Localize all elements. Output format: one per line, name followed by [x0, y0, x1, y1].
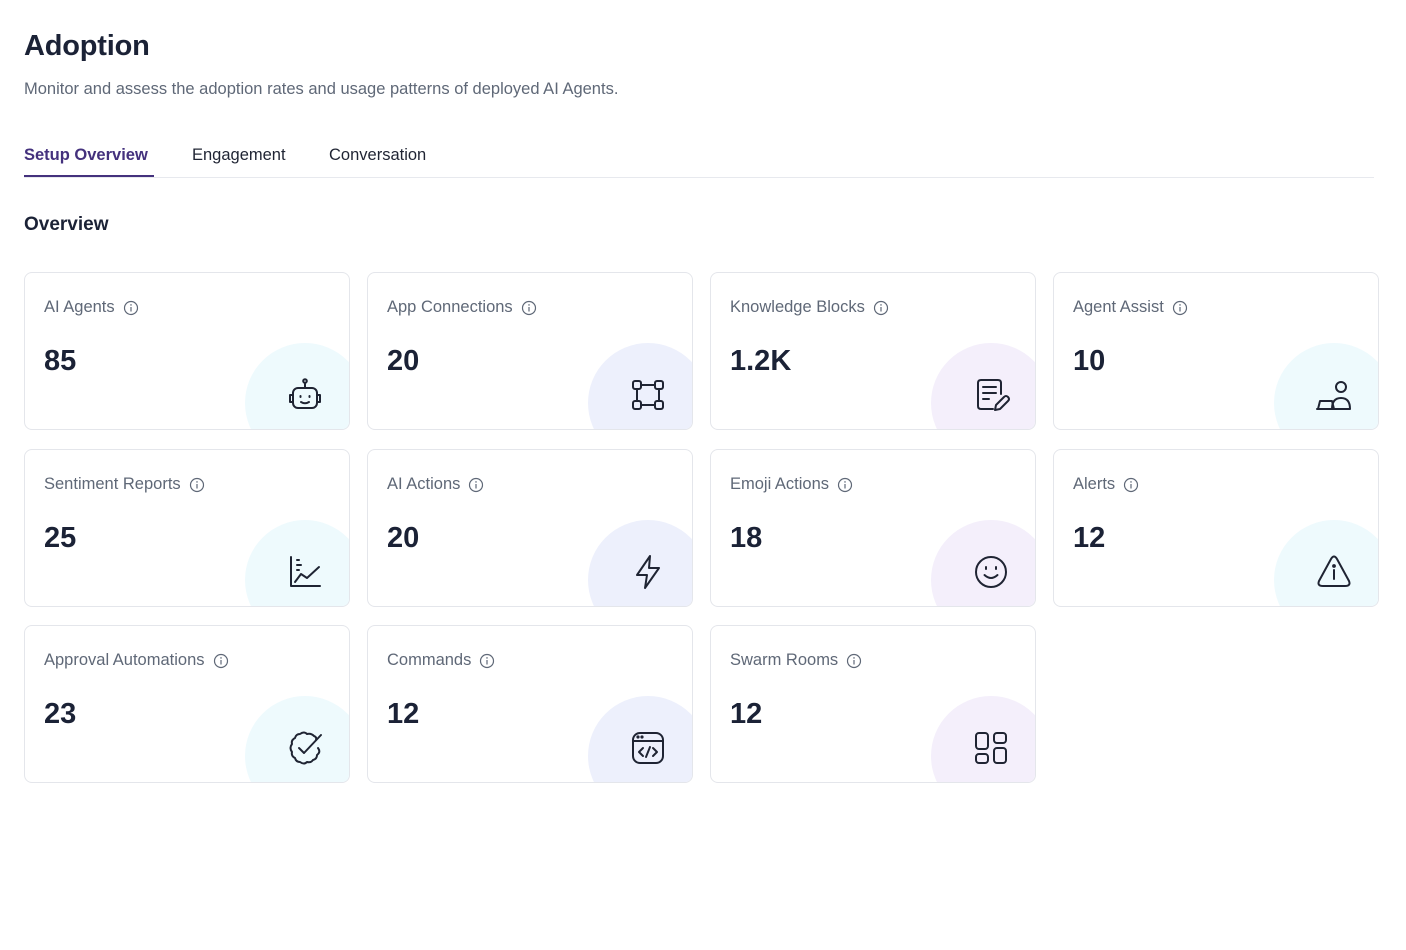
- card-label: Commands: [387, 651, 472, 669]
- tab-engagement[interactable]: Engagement: [192, 146, 286, 164]
- info-icon[interactable]: [1172, 300, 1188, 316]
- card-value: 20: [387, 522, 420, 554]
- card-value: 12: [387, 698, 420, 730]
- badge-check-icon: [289, 731, 322, 765]
- card-label: AI Agents: [44, 298, 115, 316]
- info-icon[interactable]: [213, 653, 229, 669]
- info-icon[interactable]: [1123, 477, 1139, 493]
- card-knowledge-blocks[interactable]: Knowledge Blocks 1.2K: [710, 272, 1036, 430]
- card-sentiment-reports[interactable]: Sentiment Reports 25: [24, 449, 350, 607]
- card-ai-actions[interactable]: AI Actions 20: [367, 449, 693, 607]
- card-commands[interactable]: Commands 12: [367, 625, 693, 783]
- card-label: Emoji Actions: [730, 475, 830, 493]
- info-icon[interactable]: [846, 653, 862, 669]
- card-label: App Connections: [387, 298, 513, 316]
- info-icon[interactable]: [123, 300, 139, 316]
- card-label: Sentiment Reports: [44, 475, 181, 493]
- page-title: Adoption: [24, 30, 150, 62]
- card-app-connections[interactable]: App Connections 20: [367, 272, 693, 430]
- card-value: 18: [730, 522, 763, 554]
- card-value: 12: [730, 698, 763, 730]
- tab-bar: Setup Overview Engagement Conversation: [24, 138, 1374, 178]
- card-value: 10: [1073, 345, 1106, 377]
- card-label: Knowledge Blocks: [730, 298, 865, 316]
- tab-conversation[interactable]: Conversation: [329, 146, 427, 164]
- card-emoji-actions[interactable]: Emoji Actions 18: [710, 449, 1036, 607]
- card-agent-assist[interactable]: Agent Assist 10: [1053, 272, 1379, 430]
- card-label: Agent Assist: [1073, 298, 1164, 316]
- card-label: AI Actions: [387, 475, 461, 493]
- info-icon[interactable]: [468, 477, 484, 493]
- card-value: 20: [387, 345, 420, 377]
- layout-grid-icon: [975, 732, 1007, 764]
- lightning-icon: [636, 555, 660, 589]
- info-icon[interactable]: [189, 477, 205, 493]
- card-value: 85: [44, 345, 77, 377]
- card-label: Approval Automations: [44, 651, 205, 669]
- card-approval-automations[interactable]: Approval Automations 23: [24, 625, 350, 783]
- info-icon[interactable]: [479, 653, 495, 669]
- card-value: 12: [1073, 522, 1106, 554]
- alert-triangle-icon: [1317, 555, 1351, 587]
- tab-setup-overview[interactable]: Setup Overview: [24, 146, 154, 177]
- card-value: 1.2K: [730, 345, 792, 377]
- connections-icon: [632, 380, 664, 410]
- info-icon[interactable]: [837, 477, 853, 493]
- smiley-icon: [975, 556, 1007, 588]
- card-value: 23: [44, 698, 77, 730]
- card-label: Alerts: [1073, 475, 1116, 493]
- section-title: Overview: [24, 214, 109, 235]
- card-ai-agents[interactable]: AI Agents 85: [24, 272, 350, 430]
- robot-icon: [289, 378, 321, 409]
- note-edit-icon: [977, 379, 1010, 411]
- card-alerts[interactable]: Alerts 12: [1053, 449, 1379, 607]
- page-subtitle: Monitor and assess the adoption rates an…: [24, 80, 619, 98]
- agent-assist-icon: [1316, 381, 1351, 410]
- code-window-icon: [632, 732, 664, 764]
- chart-line-icon: [290, 556, 321, 587]
- card-swarm-rooms[interactable]: Swarm Rooms 12: [710, 625, 1036, 783]
- card-label: Swarm Rooms: [730, 651, 839, 669]
- info-icon[interactable]: [521, 300, 537, 316]
- info-icon[interactable]: [873, 300, 889, 316]
- card-value: 25: [44, 522, 77, 554]
